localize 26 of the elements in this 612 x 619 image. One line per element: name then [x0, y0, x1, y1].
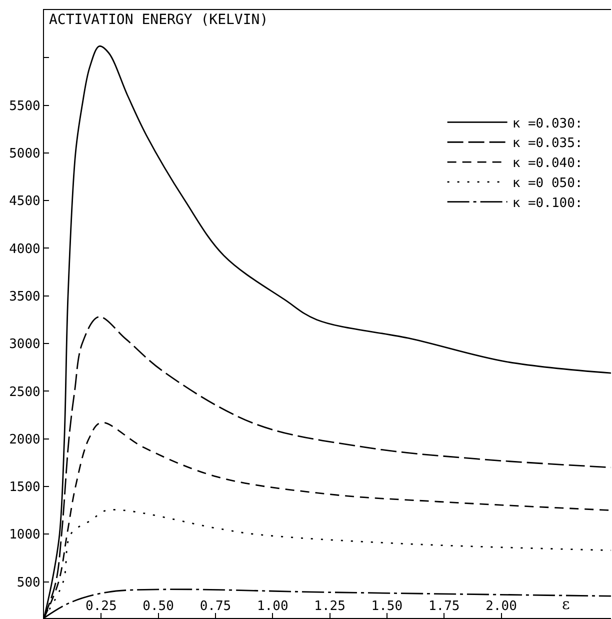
y-tick-label: 2500 — [9, 384, 40, 400]
legend-label: κ =0.100: — [512, 196, 583, 211]
y-tick-label: 4000 — [9, 242, 40, 257]
chart-title: ACTIVATION ENERGY (KELVIN) — [49, 12, 268, 28]
y-tick-label: 5000 — [9, 146, 40, 162]
x-tick-label: 1.25 — [314, 599, 346, 614]
x-tick-label: 0.75 — [200, 599, 232, 614]
x-tick-label: 0.25 — [86, 599, 117, 614]
x-tick-label: 1.75 — [428, 599, 460, 614]
legend-label: κ =0 050: — [512, 176, 583, 191]
y-tick-label: 3000 — [9, 337, 40, 352]
y-tick-label: 1500 — [9, 480, 40, 496]
x-tick-label: 1.50 — [371, 599, 403, 614]
y-tick-label: 2000 — [9, 432, 40, 448]
x-axis-title: ε — [562, 595, 570, 613]
y-tick-label: 5500 — [9, 98, 40, 114]
legend-label: κ =0.030: — [512, 116, 583, 132]
x-tick-label: 0.50 — [142, 599, 174, 614]
y-tick-label: 3500 — [9, 289, 40, 304]
legend-label: κ =0.040: — [512, 156, 583, 172]
y-tick-label: 4500 — [9, 194, 40, 210]
y-tick-label: 1000 — [9, 528, 40, 543]
x-tick-label: 1.00 — [256, 599, 288, 614]
legend-label: κ =0.035: — [512, 136, 583, 152]
x-tick-label: 2.00 — [486, 599, 517, 614]
y-tick-label: 500 — [16, 575, 40, 590]
